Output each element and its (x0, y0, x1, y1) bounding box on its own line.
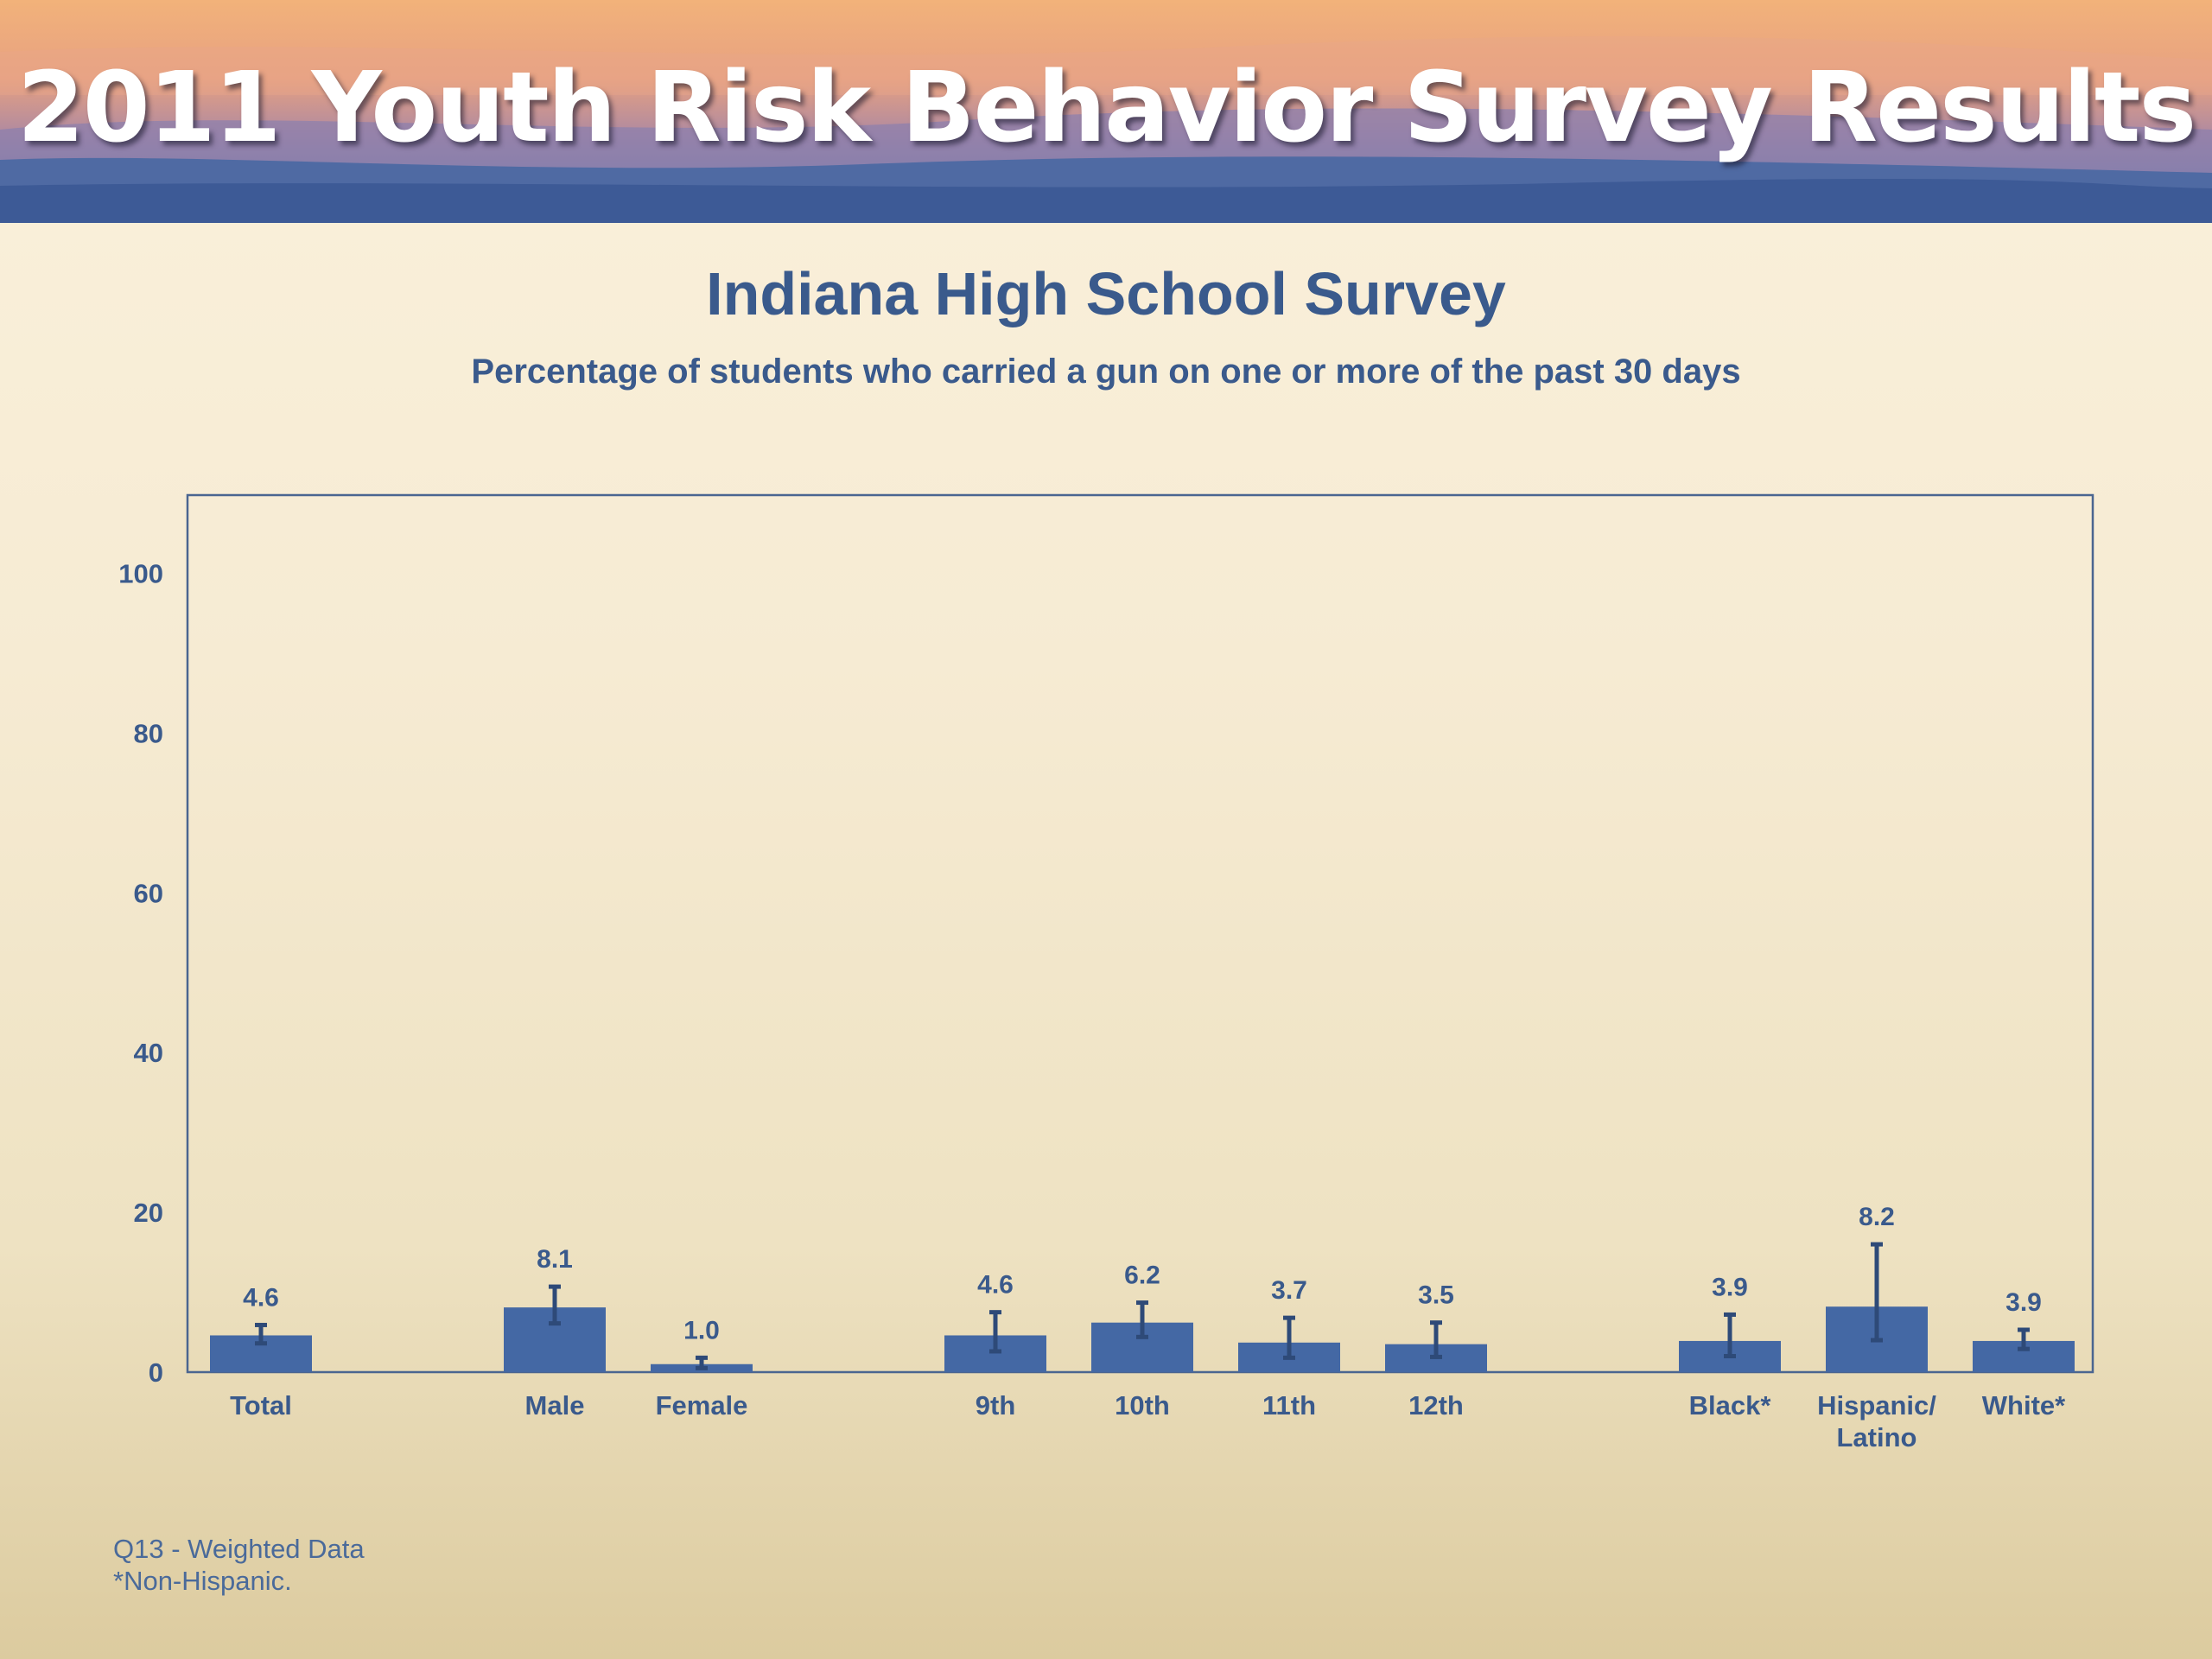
x-tick-label: Hispanic/Latino (1817, 1390, 1936, 1452)
x-tick-label: White* (1982, 1390, 2066, 1421)
banner-title: 2011 Youth Risk Behavior Survey Results (16, 52, 2196, 164)
header-banner: 2011 Youth Risk Behavior Survey Results (0, 0, 2212, 223)
x-tick-label: 11th (1262, 1390, 1316, 1421)
footnote-non-hispanic: *Non-Hispanic. (113, 1566, 292, 1596)
x-tick-label: 9th (976, 1390, 1016, 1421)
x-tick-label: Total (230, 1390, 292, 1421)
chart-title: Indiana High School Survey (706, 260, 1506, 327)
y-tick-label: 60 (134, 878, 163, 908)
data-label: 8.1 (537, 1245, 573, 1274)
y-tick-label: 80 (134, 718, 163, 748)
data-label: 3.7 (1271, 1276, 1307, 1305)
banner-landscape (0, 0, 2212, 223)
data-label: 8.2 (1859, 1203, 1895, 1231)
footnote-data-source: Q13 - Weighted Data (113, 1534, 365, 1564)
data-label: 3.9 (1712, 1273, 1748, 1301)
data-label: 1.0 (683, 1316, 720, 1344)
footnotes: Q13 - Weighted Data *Non-Hispanic. (113, 1533, 365, 1597)
data-label: 4.6 (977, 1271, 1014, 1300)
y-tick-label: 100 (118, 559, 163, 589)
x-tick-label: 12th (1408, 1390, 1464, 1421)
value-labels-group: 4.6 8.1 1.0 4.6 6.2 3.7 3.5 3.9 8.2 3.9 (243, 1203, 2042, 1344)
chart-subtitle: Percentage of students who carried a gun… (471, 353, 1741, 391)
x-tick-label: Male (525, 1390, 585, 1421)
x-tick-label: Female (656, 1390, 748, 1421)
data-label: 3.5 (1418, 1281, 1454, 1310)
data-label: 4.6 (243, 1283, 279, 1312)
x-tick-label: Black* (1689, 1390, 1772, 1421)
x-axis: Total Male Female 9th 10th 11th 12th Black* Hisp… (230, 1390, 2066, 1452)
x-tick-label: 10th (1115, 1390, 1170, 1421)
y-tick-label: 40 (134, 1038, 163, 1068)
error-bars-group (255, 1242, 2030, 1370)
y-tick-label: 20 (134, 1198, 163, 1228)
plot-frame (186, 493, 2094, 1374)
data-label: 6.2 (1124, 1262, 1160, 1290)
y-axis: 0 20 40 60 80 100 (118, 559, 163, 1389)
y-tick-label: 0 (149, 1357, 163, 1388)
data-label: 3.9 (2005, 1288, 2042, 1317)
